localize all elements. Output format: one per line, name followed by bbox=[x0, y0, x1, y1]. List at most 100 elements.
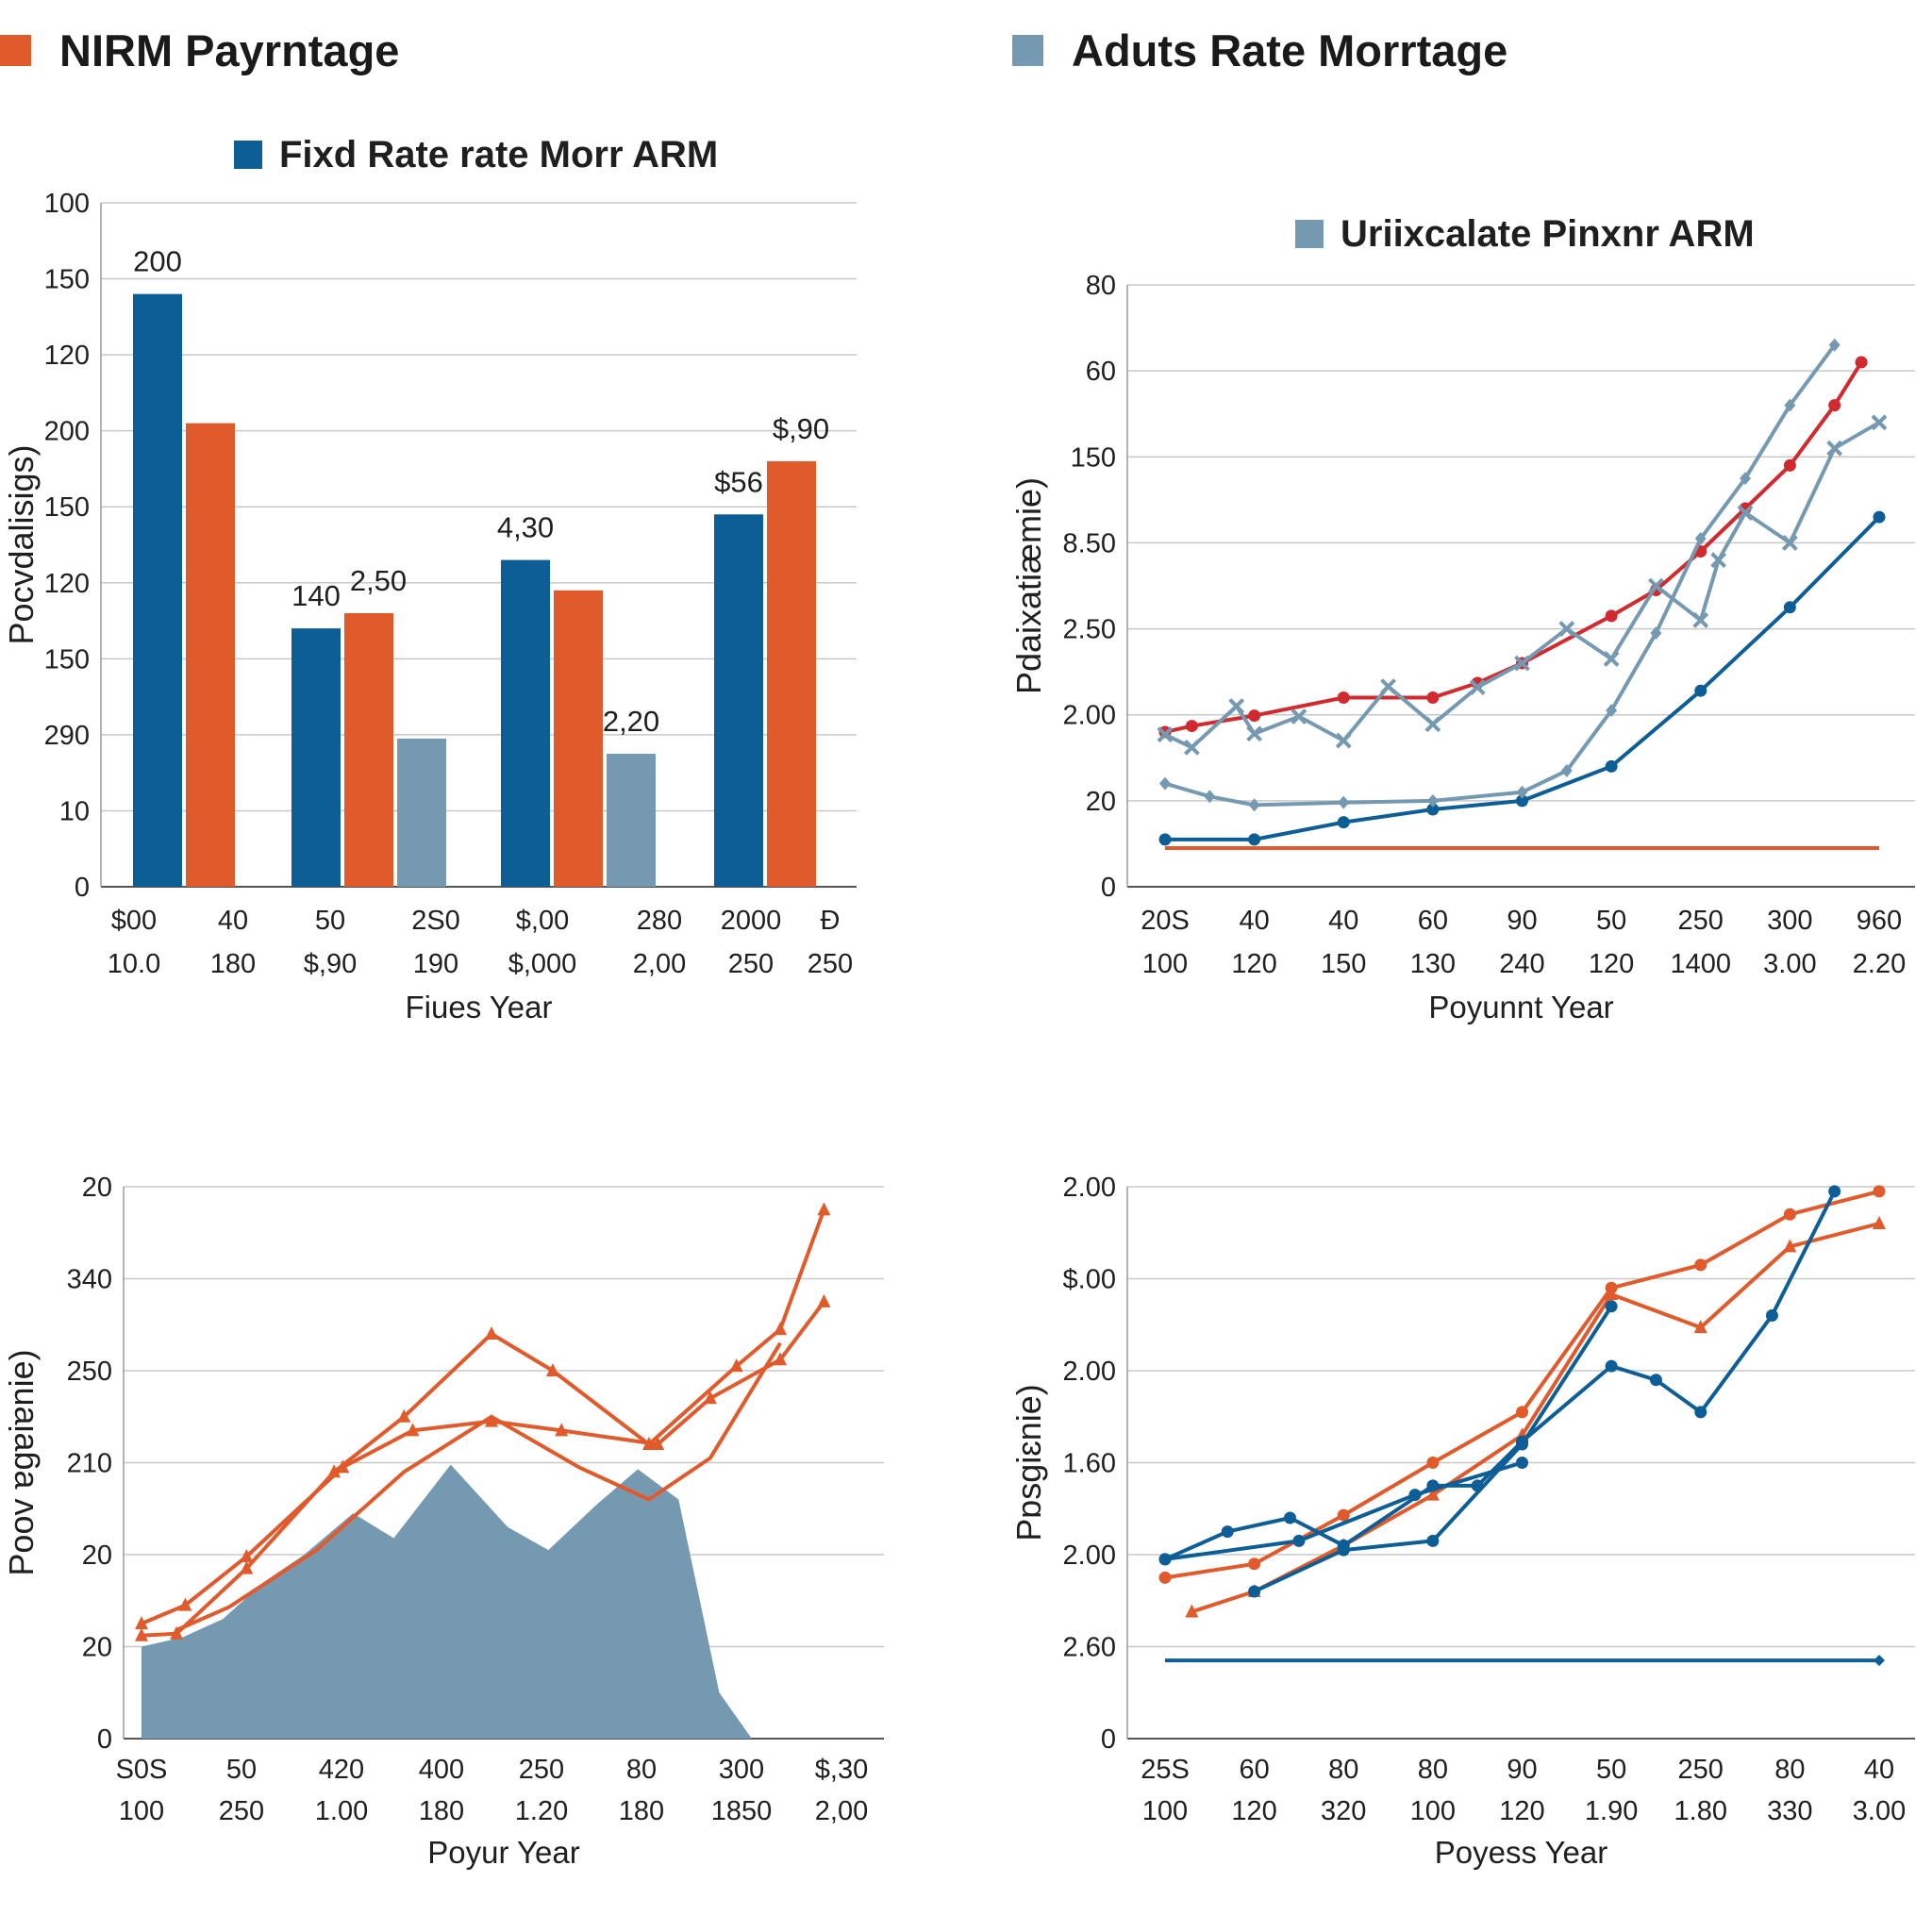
chart4-point-orange-b bbox=[1425, 1487, 1440, 1501]
chart3-point-orange-top bbox=[170, 1625, 184, 1640]
chart4-xtick-label: 60 bbox=[1239, 1755, 1269, 1785]
chart2-point-blue bbox=[1158, 833, 1172, 846]
chart4-point-orange-b bbox=[1605, 1287, 1619, 1301]
chart2-xtick-label: 130 bbox=[1410, 949, 1456, 979]
chart1-xtick-label: 50 bbox=[315, 906, 345, 936]
chart4-xtick-label: 40 bbox=[1864, 1755, 1894, 1785]
chart2-xtick-label: 3.00 bbox=[1763, 949, 1816, 979]
chart4-xtick-label: 320 bbox=[1321, 1796, 1366, 1826]
chart3-xtick-label: 180 bbox=[619, 1796, 664, 1826]
chart4-point-blue-a bbox=[1765, 1309, 1778, 1322]
chart1-xtick-label: 250 bbox=[808, 949, 853, 979]
chart2-point-slate-low bbox=[1338, 795, 1350, 809]
chart2-point-blue bbox=[1248, 833, 1261, 846]
chart3-xtick-label: 50 bbox=[226, 1755, 257, 1785]
chart2-point-blue bbox=[1605, 759, 1618, 773]
chart3-point-orange-mid bbox=[336, 1459, 350, 1474]
chart3-point-orange-top bbox=[729, 1358, 743, 1373]
chart2-point-slate-low bbox=[1516, 785, 1528, 799]
chart2-point-slate-zig bbox=[1291, 708, 1307, 724]
chart2-point-red bbox=[1248, 709, 1261, 723]
chart4-point-orange-a bbox=[1248, 1557, 1261, 1571]
chart2-xtick-label: 300 bbox=[1767, 906, 1812, 936]
chart2-legend-label: Uriixcalate Pinxnr ARM bbox=[1341, 213, 1755, 255]
chart4-xtick-label: 100 bbox=[1410, 1796, 1456, 1826]
header-left-title: NIRM Payrntage bbox=[59, 25, 400, 75]
chart2-point-blue bbox=[1873, 510, 1886, 524]
chart2-point-red bbox=[1828, 399, 1841, 412]
chart4-point-blue-b bbox=[1426, 1534, 1440, 1547]
chart4-point-blue-flat bbox=[1874, 1655, 1885, 1667]
chart2-point-slate-low bbox=[1248, 798, 1260, 812]
chart1-data-label: 4,30 bbox=[497, 511, 554, 544]
chart2-point-blue bbox=[1694, 684, 1707, 697]
chart2-point-red bbox=[1783, 458, 1796, 472]
chart2-xtick-label: 240 bbox=[1499, 949, 1544, 979]
chart1-data-label: 200 bbox=[133, 245, 182, 278]
chart1-data-label: $56 bbox=[714, 465, 763, 498]
chart1-bar-orange bbox=[186, 423, 235, 887]
chart4-ytick-label: 2.60 bbox=[1063, 1633, 1116, 1663]
chart1-xtick-label: 2S0 bbox=[411, 906, 460, 936]
chart2-point-slate-zig bbox=[1183, 739, 1200, 756]
chart4-point-orange-b bbox=[1873, 1216, 1886, 1229]
chart4-xtick-label: 3.00 bbox=[1853, 1796, 1906, 1826]
chart3-point-orange-mid bbox=[485, 1413, 498, 1427]
chart2-point-slate-low bbox=[1560, 763, 1573, 777]
chart2-xtick-label: 1400 bbox=[1670, 949, 1731, 979]
chart1-xtick-label: 10.0 bbox=[108, 949, 160, 979]
chart4-xtick-label: 25S bbox=[1141, 1755, 1190, 1785]
chart4-xtick-label: 100 bbox=[1142, 1796, 1188, 1826]
chart1-xtick-label: $,90 bbox=[304, 949, 357, 979]
chart3-line-orange-low bbox=[175, 1341, 782, 1632]
chart3-point-orange-mid bbox=[817, 1293, 831, 1307]
chart3-ytick-label: 20 bbox=[82, 1173, 112, 1203]
chart2-point-blue bbox=[1516, 794, 1528, 808]
chart3-xtick-label: 250 bbox=[219, 1796, 264, 1826]
chart1-ytick-label: 150 bbox=[44, 492, 90, 523]
chart2-point-slate-zig bbox=[1648, 577, 1664, 594]
chart4-xtick-label: 80 bbox=[1418, 1755, 1448, 1785]
chart3-xtick-label: 80 bbox=[626, 1755, 657, 1785]
chart3-point-orange-mid bbox=[651, 1437, 665, 1450]
chart2-point-slate-low bbox=[1650, 626, 1662, 641]
chart2-point-slate-low bbox=[1784, 398, 1796, 412]
chart1-ylabel: Pocvdalisigs) bbox=[2, 444, 41, 644]
chart4-ytick-label: $.00 bbox=[1063, 1265, 1116, 1295]
chart4-point-blue-a bbox=[1649, 1374, 1662, 1387]
chart4-point-blue-b bbox=[1605, 1300, 1618, 1313]
chart4-line-blue-b bbox=[1253, 1305, 1613, 1593]
chart4-point-orange-b bbox=[1783, 1239, 1797, 1253]
chart1-xtick-label: $,000 bbox=[508, 949, 577, 979]
chart2-point-slate-zig bbox=[1246, 725, 1263, 742]
chart3-xtick-label: 2,00 bbox=[815, 1796, 868, 1826]
chart3-point-orange-mid bbox=[774, 1352, 788, 1366]
chart2-line-red bbox=[1164, 360, 1863, 734]
chart4-point-blue-c bbox=[1292, 1534, 1306, 1547]
chart4-point-blue-b bbox=[1516, 1438, 1528, 1451]
header-left: NIRM Payrntage bbox=[0, 25, 399, 76]
chart4-point-orange-a bbox=[1158, 1571, 1172, 1584]
chart4-xlabel: Poyess Year bbox=[1435, 1835, 1607, 1870]
chart4-xtick-label: 90 bbox=[1507, 1755, 1537, 1785]
chart2-xtick-label: 90 bbox=[1507, 906, 1537, 936]
chart3-point-orange-mid bbox=[178, 1597, 192, 1611]
chart2-point-slate-zig bbox=[1380, 678, 1396, 695]
chart3-xlabel: Poyur Year bbox=[427, 1835, 579, 1870]
chart3-xtick-label: 250 bbox=[519, 1755, 564, 1785]
chart3-xtick-label: $,30 bbox=[815, 1755, 868, 1785]
chart1-bar-blue bbox=[133, 293, 182, 888]
chart4-xtick-label: 120 bbox=[1231, 1796, 1276, 1826]
chart1-data-label: 2,50 bbox=[350, 564, 407, 597]
chart3-xtick-label: 1850 bbox=[711, 1796, 773, 1826]
chart2-point-slate-zig bbox=[1710, 552, 1727, 569]
chart2-point-slate-low bbox=[1159, 776, 1171, 791]
header-right-swatch bbox=[1012, 35, 1043, 66]
chart4-point-blue-a bbox=[1283, 1511, 1296, 1524]
chart2-ylabel: Pdaixatiæmie) bbox=[1009, 477, 1048, 694]
chart1-xtick-label: $,00 bbox=[516, 906, 569, 936]
chart3-ytick-label: 210 bbox=[67, 1449, 112, 1479]
chart2-point-slate-low bbox=[1694, 531, 1707, 545]
chart2-point-slate-zig bbox=[1424, 716, 1441, 733]
chart1-xtick-label: 40 bbox=[218, 906, 248, 936]
